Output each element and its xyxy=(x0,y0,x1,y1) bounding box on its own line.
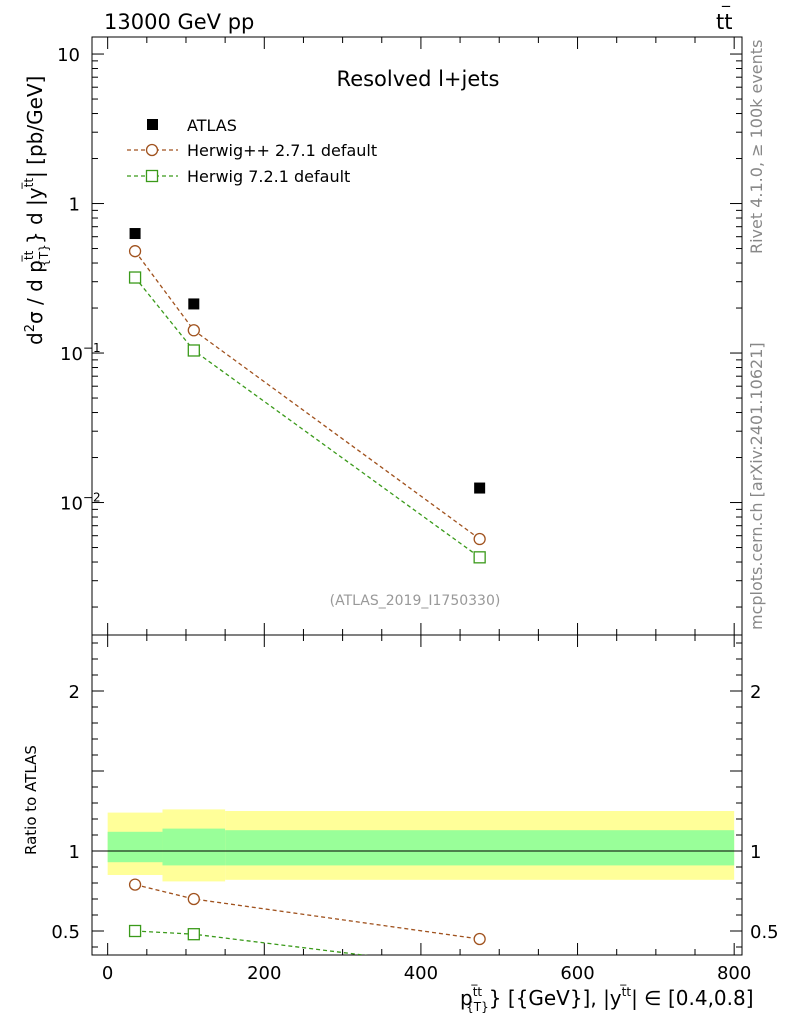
legend-marker-herwigpp xyxy=(145,143,159,157)
herwig7-line xyxy=(134,277,481,558)
ratio-herwig7-point xyxy=(128,924,142,938)
herwig7-point xyxy=(187,344,200,357)
atlas-data-point xyxy=(188,298,200,310)
rivet-version-label: Rivet 4.1.0, ≥ 100k events xyxy=(747,40,766,254)
atlas-data-point xyxy=(474,482,486,494)
x-label-range: | ∈ [0.4,0.8] xyxy=(631,986,753,1010)
ratio-y-tick-label: 0.5 xyxy=(51,922,80,943)
herwig7-point xyxy=(128,271,142,284)
legend: ATLAS Herwig++ 2.7.1 default Herwig 7.2.… xyxy=(127,116,377,186)
tick-base: 10 xyxy=(57,45,80,66)
y-label-tt-sup2: t̅t xyxy=(21,178,36,190)
x-label-unit: } [{GeV}], |y xyxy=(489,986,622,1010)
legend-marker-herwig7 xyxy=(145,169,159,183)
x-tick-label: 0 xyxy=(102,963,113,984)
x-label-tt-sup2: t̅t xyxy=(619,984,631,999)
analysis-id-label: (ATLAS_2019_I1750330) xyxy=(330,593,501,609)
herwigpp-point xyxy=(473,532,486,546)
process-label-bar: ̅ xyxy=(721,6,731,8)
x-label-p: p xyxy=(460,986,473,1010)
ratio-herwigpp-point xyxy=(128,878,142,891)
herwigpp-line xyxy=(134,250,481,540)
main-y-axis-label: d2σ / d pt̅t{T}} d |yt̅t| [pb/GeV] xyxy=(21,76,51,345)
tick-exponent: −1 xyxy=(83,341,101,355)
ratio-y-axis-label: Ratio to ATLAS xyxy=(22,745,40,855)
ratio-herwigpp-point xyxy=(473,932,486,946)
x-tick-label: 600 xyxy=(560,963,594,984)
ratio-uncertainty-bands xyxy=(92,809,742,882)
tick-base: 1 xyxy=(69,195,80,216)
ratio-plot-frame xyxy=(91,634,743,956)
ratio-herwigpp-point xyxy=(187,892,200,906)
tick-base: 10 xyxy=(60,494,83,515)
y-label-tt-sup: t̅t xyxy=(21,250,36,262)
x-label-tt-sup: t̅t xyxy=(470,984,482,999)
plot-title: Resolved l+jets xyxy=(337,67,500,91)
ratio-y-tick-label: 1 xyxy=(69,842,80,863)
main-y-tick-label: 10 xyxy=(57,45,80,66)
x-label-t-sub: {T} xyxy=(466,1000,489,1014)
ratio-y-tick-label-right: 1 xyxy=(750,842,761,863)
main-y-tick-label: 1 xyxy=(69,195,80,216)
ratio-y-tick-label: 2 xyxy=(69,682,80,703)
herwig7-point xyxy=(473,551,486,564)
energy-label: 13000 GeV pp xyxy=(104,10,254,34)
ratio-band-inner xyxy=(162,828,226,866)
x-tick-label: 200 xyxy=(247,963,281,984)
process-label-base: tt xyxy=(716,10,732,34)
x-tick-label: 400 xyxy=(404,963,438,984)
ratio-y-tick-label-right: 2 xyxy=(750,682,761,703)
legend-label-atlas: ATLAS xyxy=(187,116,237,135)
tick-exponent: −2 xyxy=(83,491,101,505)
legend-label-herwig7: Herwig 7.2.1 default xyxy=(187,167,350,186)
y-label-dy: } d |y xyxy=(23,187,47,244)
ratio-band-inner xyxy=(107,831,163,863)
data-series xyxy=(128,228,486,975)
legend-marker-atlas xyxy=(147,119,158,130)
herwigpp-point xyxy=(187,324,200,337)
x-tick-label: 800 xyxy=(717,963,751,984)
ratio-band-inner xyxy=(225,830,735,866)
ratio-line xyxy=(134,883,480,940)
atlas-data-point xyxy=(129,228,141,240)
main-y-tick-label: 10−1 xyxy=(60,341,101,365)
tick-base: 10 xyxy=(60,344,83,365)
ratio-y-tick-label-right: 0.5 xyxy=(750,922,779,943)
y-label-sup2: 2 xyxy=(23,324,38,332)
herwigpp-point xyxy=(128,245,142,258)
y-label-t-sub: {T} xyxy=(37,244,51,267)
y-label-sigma: σ / d p xyxy=(23,260,47,324)
main-y-tick-label: 10−2 xyxy=(60,491,101,515)
ratio-series xyxy=(128,878,486,975)
x-axis-label: pt̅t {T}} [{GeV}], |yt̅t| ∈ [0.4,0.8] xyxy=(460,984,754,1014)
ratio-herwig7-point xyxy=(187,928,200,941)
mcplots-label: mcplots.cern.ch [arXiv:2401.10621] xyxy=(747,342,766,630)
legend-label-herwigpp: Herwig++ 2.7.1 default xyxy=(187,141,377,160)
y-label-d: d xyxy=(23,332,47,345)
ratio-herwig7-point xyxy=(474,964,485,975)
process-label: tt xyxy=(716,10,732,34)
y-label-unit: | [pb/GeV] xyxy=(23,76,47,178)
